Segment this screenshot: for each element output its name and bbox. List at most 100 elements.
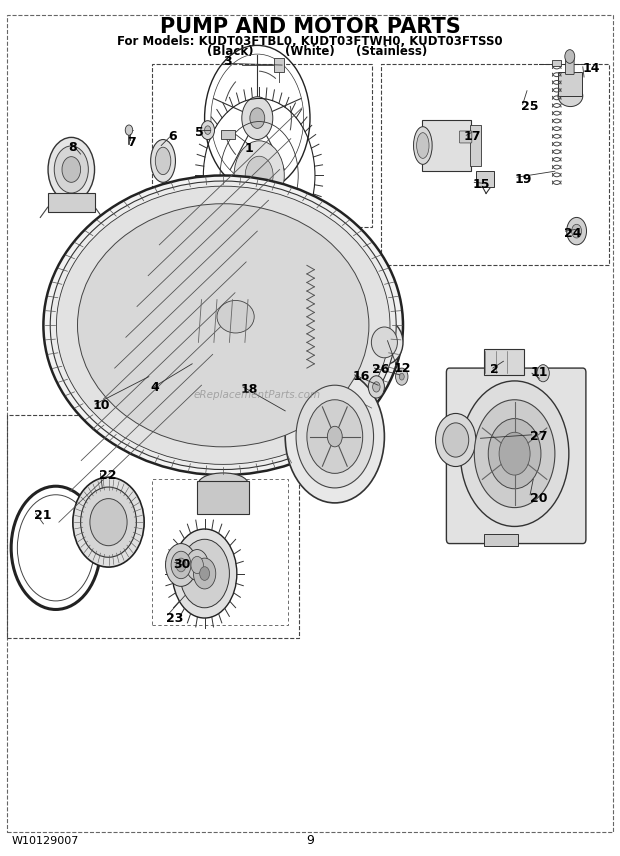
Circle shape xyxy=(567,217,587,245)
Text: 4: 4 xyxy=(150,381,159,395)
Ellipse shape xyxy=(417,133,429,158)
Circle shape xyxy=(396,368,408,385)
Ellipse shape xyxy=(558,85,583,107)
Circle shape xyxy=(125,125,133,135)
Text: 20: 20 xyxy=(530,491,547,505)
Text: 9: 9 xyxy=(306,834,314,847)
Circle shape xyxy=(191,556,203,574)
Text: 10: 10 xyxy=(93,399,110,413)
Circle shape xyxy=(373,382,380,392)
Text: 25: 25 xyxy=(521,99,538,113)
Text: W10129007: W10129007 xyxy=(11,835,79,846)
Circle shape xyxy=(537,365,549,382)
FancyBboxPatch shape xyxy=(48,193,95,212)
Ellipse shape xyxy=(90,498,127,546)
Text: (White): (White) xyxy=(285,45,335,58)
Ellipse shape xyxy=(62,157,81,182)
Circle shape xyxy=(193,558,216,589)
Circle shape xyxy=(245,157,273,195)
Ellipse shape xyxy=(198,473,248,495)
Text: 26: 26 xyxy=(372,363,389,377)
Ellipse shape xyxy=(55,146,88,193)
Ellipse shape xyxy=(460,381,569,526)
Circle shape xyxy=(234,141,284,211)
FancyBboxPatch shape xyxy=(274,58,284,72)
Circle shape xyxy=(200,567,210,580)
Circle shape xyxy=(176,558,186,572)
Ellipse shape xyxy=(50,181,396,469)
Text: PUMP AND MOTOR PARTS: PUMP AND MOTOR PARTS xyxy=(159,17,461,38)
Ellipse shape xyxy=(285,371,384,503)
FancyBboxPatch shape xyxy=(422,120,471,171)
Circle shape xyxy=(166,544,197,586)
Text: For Models: KUDT03FTBL0, KUDT03FTWH0, KUDT03FTSS0: For Models: KUDT03FTBL0, KUDT03FTWH0, KU… xyxy=(117,34,503,48)
Ellipse shape xyxy=(56,187,390,465)
Ellipse shape xyxy=(151,140,175,182)
Text: 17: 17 xyxy=(464,130,481,144)
FancyBboxPatch shape xyxy=(221,130,235,139)
Ellipse shape xyxy=(296,385,373,488)
Text: 11: 11 xyxy=(530,366,547,379)
Circle shape xyxy=(201,121,215,140)
Circle shape xyxy=(327,426,342,447)
Text: (Black): (Black) xyxy=(207,45,254,58)
Text: (Stainless): (Stainless) xyxy=(356,45,427,58)
Text: 14: 14 xyxy=(583,62,600,75)
Circle shape xyxy=(499,432,530,475)
Ellipse shape xyxy=(474,400,555,508)
Circle shape xyxy=(572,224,582,238)
FancyBboxPatch shape xyxy=(565,57,574,74)
FancyBboxPatch shape xyxy=(248,251,270,276)
FancyBboxPatch shape xyxy=(459,131,472,143)
Text: 21: 21 xyxy=(34,508,51,522)
Circle shape xyxy=(250,108,265,128)
Text: 2: 2 xyxy=(490,363,498,377)
Text: eReplacementParts.com: eReplacementParts.com xyxy=(193,390,321,401)
FancyBboxPatch shape xyxy=(484,534,518,546)
FancyBboxPatch shape xyxy=(558,72,582,96)
Ellipse shape xyxy=(48,137,94,202)
FancyBboxPatch shape xyxy=(197,481,249,514)
Circle shape xyxy=(172,529,237,618)
Text: 5: 5 xyxy=(195,126,204,140)
FancyBboxPatch shape xyxy=(476,171,494,187)
Bar xyxy=(381,64,609,265)
Text: 1: 1 xyxy=(245,142,254,156)
Circle shape xyxy=(205,126,211,134)
Circle shape xyxy=(399,373,404,380)
Circle shape xyxy=(565,50,575,63)
Text: 3: 3 xyxy=(223,55,232,68)
Ellipse shape xyxy=(371,327,397,358)
Bar xyxy=(152,64,372,227)
Text: 22: 22 xyxy=(99,468,117,482)
Text: 27: 27 xyxy=(530,430,547,443)
Circle shape xyxy=(368,376,384,398)
Ellipse shape xyxy=(43,175,403,475)
FancyBboxPatch shape xyxy=(484,349,524,375)
Ellipse shape xyxy=(78,204,369,447)
Text: 6: 6 xyxy=(169,130,177,144)
Bar xyxy=(7,415,299,638)
Ellipse shape xyxy=(366,320,403,365)
Text: 7: 7 xyxy=(127,136,136,150)
Text: 24: 24 xyxy=(564,227,582,241)
Text: 8: 8 xyxy=(68,140,77,154)
Circle shape xyxy=(180,539,229,608)
Circle shape xyxy=(186,550,208,580)
Ellipse shape xyxy=(435,413,476,467)
Ellipse shape xyxy=(489,419,541,489)
Text: 16: 16 xyxy=(352,370,370,383)
Ellipse shape xyxy=(217,300,254,333)
Text: 19: 19 xyxy=(515,173,532,187)
Text: 18: 18 xyxy=(241,383,258,396)
Text: 15: 15 xyxy=(472,178,490,192)
Ellipse shape xyxy=(414,127,432,164)
Ellipse shape xyxy=(73,478,144,567)
Ellipse shape xyxy=(155,147,171,175)
Text: 12: 12 xyxy=(394,362,411,376)
FancyBboxPatch shape xyxy=(470,125,481,166)
Circle shape xyxy=(242,97,273,140)
Circle shape xyxy=(171,551,191,579)
FancyBboxPatch shape xyxy=(552,60,561,66)
FancyBboxPatch shape xyxy=(446,368,586,544)
